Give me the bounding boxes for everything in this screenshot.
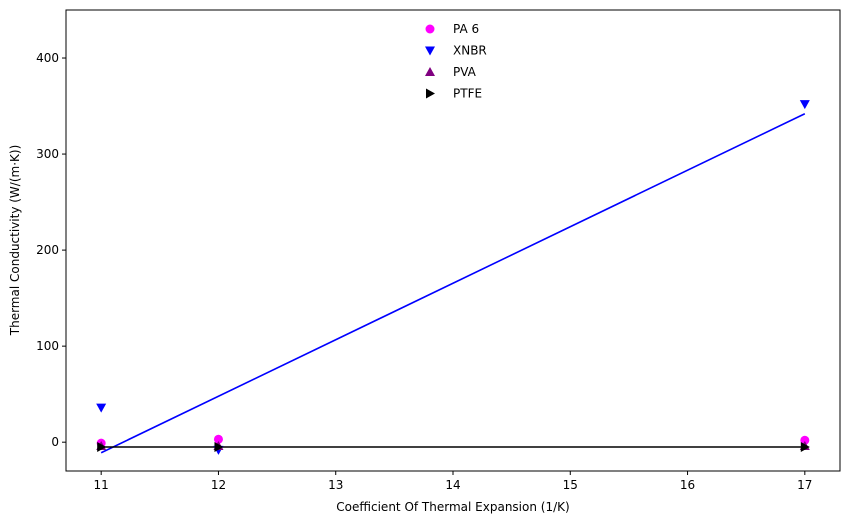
ptfe-point [214,441,224,452]
y-tick-label: 0 [51,435,59,449]
plot-area [65,9,841,472]
xnbr-point [96,403,107,413]
legend-xnbr-label: XNBR [453,44,487,58]
pa-6-point [213,434,223,444]
x-tick-label: 13 [328,478,343,492]
x-tick-label: 17 [797,478,812,492]
y-tick-label: 100 [36,339,59,353]
legend-pva-label: PVA [453,65,477,79]
plot-frame [65,9,841,472]
x-axis-ticks: 11 12 13 14 15 16 17 [94,471,812,492]
data-points [96,100,810,455]
x-tick-label: 11 [94,478,109,492]
x-tick-label: 15 [563,478,578,492]
x-tick-label: 12 [211,478,226,492]
legend-pa-6-marker [425,24,435,34]
y-tick-label: 400 [36,51,59,65]
y-axis-label: Thermal Conductivity (W/(m·K)) [8,145,22,336]
ptfe-point [800,441,810,452]
xnbr-point [799,100,810,110]
legend-pa-6-label: PA 6 [453,22,479,36]
ptfe-point [97,441,107,452]
xnbr-fit-line [100,113,806,454]
legend: PA 6 XNBR PVA PTFE [425,22,487,101]
y-axis-ticks: 0 100 200 300 400 [36,51,66,449]
fit-lines [100,113,806,454]
x-tick-label: 16 [680,478,695,492]
legend-pva-marker [425,67,435,76]
y-tick-label: 200 [36,243,59,257]
x-axis-label: Coefficient Of Thermal Expansion (1/K) [336,500,569,514]
legend-xnbr-marker [425,46,435,56]
legend-ptfe-marker [426,88,435,99]
legend-ptfe-label: PTFE [453,87,482,101]
y-tick-label: 300 [36,147,59,161]
pa-6-point [800,435,810,445]
x-tick-label: 14 [445,478,460,492]
